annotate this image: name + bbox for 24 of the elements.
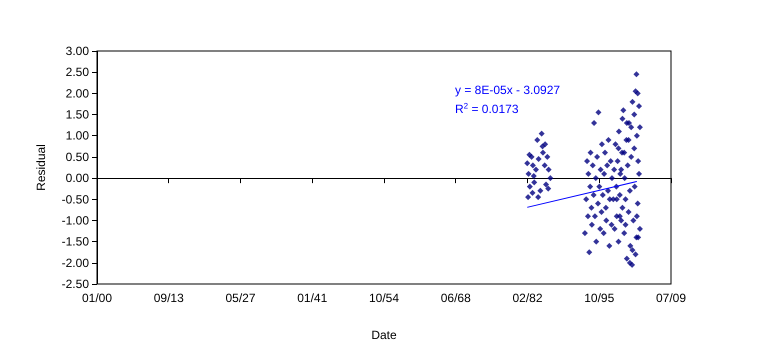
x-tick-label: 05/27 [225,291,256,305]
y-tick-label: -1.00 [62,213,90,228]
x-tick-label: 06/68 [440,291,472,305]
annotation: y = 8E-05x - 3.0927 [455,83,560,97]
y-tick-label: 1.00 [66,128,90,143]
x-tick-label: 02/82 [512,291,543,305]
x-tick-label: 10/54 [368,291,400,305]
x-tick-label: 01/00 [82,291,112,305]
y-tick-label: 0.50 [66,150,90,164]
y-tick-label: 3.00 [66,44,90,58]
x-tick-label: 09/13 [154,291,184,305]
y-axis-title: Residual [34,144,48,191]
y-tick-label: -0.50 [62,192,90,206]
x-tick-label: 07/09 [656,291,686,305]
y-tick-label: 1.50 [66,108,90,122]
y-tick-label: 2.50 [66,65,90,80]
y-tick-label: -1.50 [62,234,90,249]
y-tick-label: 2.00 [66,86,90,100]
y-tick-label: 0.00 [66,171,90,186]
y-tick-label: -2.50 [62,277,90,291]
x-tick-label: 01/41 [297,291,328,305]
x-axis-title: Date [371,328,397,342]
x-tick-label: 10/95 [584,291,615,305]
y-tick-label: -2.00 [62,256,90,270]
